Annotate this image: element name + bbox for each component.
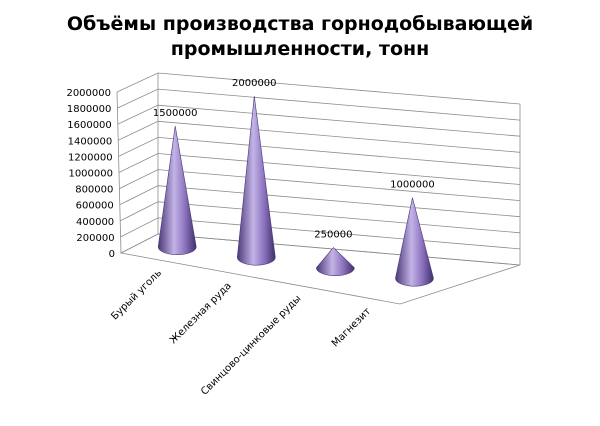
gridline [118, 153, 521, 185]
y-tick-label: 0 [109, 249, 115, 260]
data-label: 2000000 [232, 78, 277, 89]
gridline [120, 233, 521, 266]
y-tick-label: 1600000 [67, 120, 112, 131]
chart-title-line1: Объёмы производства горнодобывающей [67, 13, 533, 35]
gridline [120, 217, 521, 250]
cone-4 [395, 197, 434, 287]
gridline [117, 88, 521, 121]
gridline [116, 72, 521, 105]
data-label: 250000 [314, 230, 352, 241]
category-label: Бурый уголь [109, 268, 164, 323]
category-label: Магнезит [330, 306, 373, 349]
y-tick-label: 2000000 [66, 88, 111, 99]
y-tick-label: 800000 [75, 185, 113, 196]
cone-1 [157, 125, 197, 255]
cone-3 [316, 247, 355, 276]
data-labels: 1500000 2000000 250000 1000000 [153, 78, 435, 240]
y-tick-label: 1800000 [67, 104, 112, 115]
data-label: 1500000 [153, 108, 198, 119]
cone-body [157, 125, 197, 255]
gridline [120, 201, 521, 234]
y-axis-ticks: 0 200000 400000 600000 800000 1000000 1200000 1… [66, 88, 115, 260]
y-tick-label: 1400000 [68, 136, 113, 147]
y-tick-label: 1200000 [68, 152, 113, 163]
gridline [119, 169, 521, 201]
gridline [118, 136, 521, 169]
gridlines [116, 72, 521, 266]
y-tick-label: 600000 [76, 201, 114, 212]
category-label: Железная руда [168, 280, 234, 346]
cone-body [395, 197, 434, 287]
category-label: Свинцово-цинковые руды [199, 293, 303, 397]
cone-body [236, 96, 276, 266]
data-label: 1000000 [390, 180, 435, 191]
y-tick-label: 200000 [76, 233, 114, 244]
y-tick-label: 1000000 [68, 169, 113, 180]
data-cones [157, 96, 434, 287]
y-tick-label: 400000 [76, 217, 114, 228]
gridline [119, 185, 521, 218]
cone-2 [236, 96, 276, 266]
gridline [118, 120, 521, 153]
category-labels: Бурый уголь Железная рудаСвинцово-цинковы… [109, 268, 373, 398]
gridline [117, 104, 521, 137]
chart-title-line2: промышленности, тонн [171, 38, 430, 60]
cone-body [316, 247, 355, 276]
